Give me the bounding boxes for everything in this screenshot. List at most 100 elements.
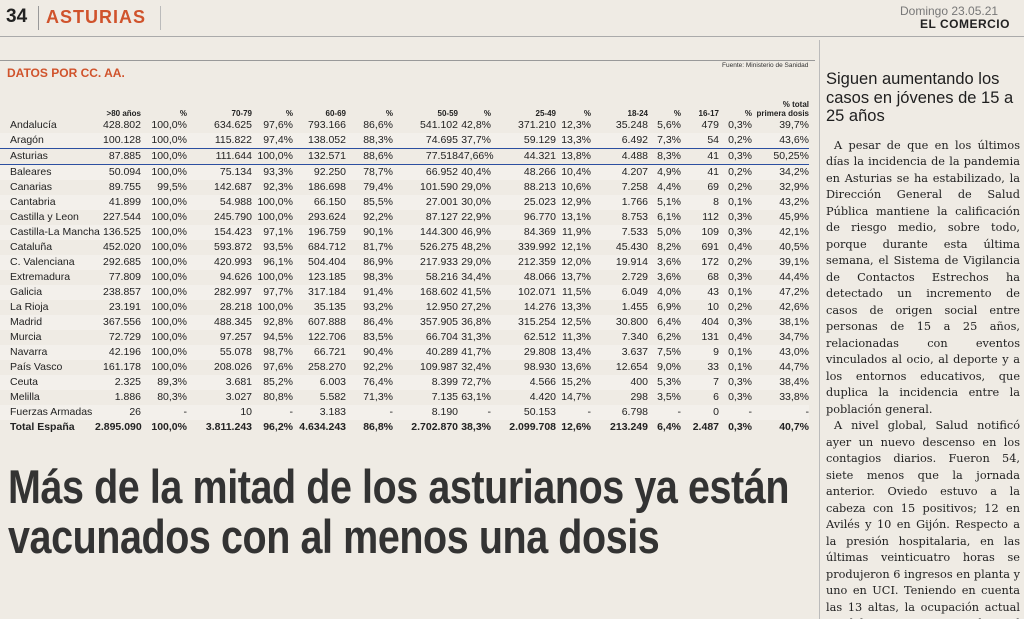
cell: 607.888 [293, 315, 346, 330]
section-name: ASTURIAS [46, 7, 147, 27]
cell: 94,5% [263, 331, 293, 343]
cell: 97,7% [252, 285, 293, 300]
cell: 90,1% [346, 225, 393, 240]
region-name: Andalucía [10, 119, 57, 131]
cell: 40,4% [458, 164, 491, 180]
cell: 72.729 [108, 331, 141, 343]
cell: 94.626 [219, 271, 252, 283]
cell: 238.857 [95, 285, 141, 300]
table-row: Galicia 238.857 100,0% 282.997 97,7% 317.184 9… [0, 285, 809, 300]
cell: 7.533 [591, 225, 648, 240]
cell: 100,0% [141, 225, 187, 240]
cell: 0,3% [719, 225, 752, 240]
cell: 62.512 [523, 331, 556, 343]
cell: 12,1% [561, 241, 591, 253]
cell: 101.590 [420, 181, 458, 193]
cell: 6,4% [657, 421, 681, 433]
cell: 47,66% [458, 148, 494, 165]
cell: 90,4% [346, 345, 393, 360]
cell: 98.930 [523, 361, 556, 373]
cell: - [346, 405, 393, 420]
cell: 41 [681, 164, 719, 180]
cell: 69 [707, 181, 719, 193]
cell: 30,0% [458, 195, 491, 210]
cell: 99,5% [157, 181, 187, 193]
column-header [0, 96, 95, 118]
column-header: 70-79 [231, 109, 252, 118]
table-row: Melilla 1.886 80,3% 3.027 80,8% 5.582 71,3% 7.1… [0, 390, 809, 405]
cell: 40,7% [779, 421, 809, 433]
cell: 227.544 [103, 211, 141, 223]
cell: 96.770 [523, 211, 556, 223]
cell: 66.721 [293, 345, 346, 360]
cell: 6 [713, 391, 719, 403]
cell: 428.802 [103, 119, 141, 131]
cell: 1.886 [114, 391, 141, 403]
cell: 22,9% [461, 211, 491, 223]
cell: 86,6% [363, 119, 393, 131]
cell: 35.248 [615, 119, 648, 131]
table-source: Fuente: Ministerio de Sanidad [722, 62, 809, 69]
cell: 0,4% [728, 331, 752, 343]
cell: 85,2% [252, 375, 293, 390]
cell: 41.899 [95, 195, 141, 210]
cell: 77.518 [393, 148, 458, 165]
cell: 11,5% [556, 285, 591, 300]
rule [0, 36, 1024, 37]
cell: 138.052 [293, 133, 346, 149]
cell: 13,8% [556, 148, 591, 165]
cell: 41 [681, 148, 719, 165]
cell: 40,5% [779, 241, 809, 253]
vaccination-table: >80 años% 70-79% 60-69% 50-59% 25-49% 18-24% 1… [0, 96, 809, 435]
table-row: Murcia 72.729 100,0% 97.257 94,5% 122.706 83,5… [0, 330, 809, 345]
cell: 4.207 [591, 164, 648, 180]
column-header: 50-59 [437, 109, 458, 118]
cell: 13,3% [561, 301, 591, 313]
cell: 3.811.243 [205, 421, 252, 433]
cell: 123.185 [308, 271, 346, 283]
date: Domingo 23.05.21 [900, 4, 999, 18]
paragraph: A pesar de que en los últimos días la in… [826, 138, 1020, 416]
cell: 298 [630, 391, 648, 403]
cell: 479 [701, 119, 719, 131]
cell: 111.644 [187, 148, 252, 165]
cell: - [556, 405, 591, 420]
cell: 100,0% [141, 255, 187, 270]
cell: 10 [187, 405, 252, 420]
region-name: Galicia [0, 285, 95, 300]
cell: 14.276 [523, 301, 556, 313]
cell: 404 [681, 315, 719, 330]
cell: 80,3% [157, 391, 187, 403]
cell: - [719, 405, 752, 420]
cell: - [252, 405, 293, 420]
cell: - [648, 405, 681, 420]
cell: 258.270 [308, 361, 346, 373]
cell: 48.266 [491, 164, 556, 180]
cell: 7.258 [621, 181, 648, 193]
cell: 3.183 [293, 405, 346, 420]
cell: 98,3% [363, 271, 393, 283]
cell: 86,4% [346, 315, 393, 330]
cell: 96,2% [263, 421, 293, 433]
cell: 42,6% [779, 301, 809, 313]
cell: 45,9% [779, 211, 809, 223]
column-rule [819, 40, 820, 619]
cell: 34,7% [779, 331, 809, 343]
table-row: Andalucía 428.802 100,0% 634.625 97,6% 793.16… [0, 118, 809, 133]
column-header: % total primera dosis [756, 100, 809, 118]
cell: 0,3% [728, 271, 752, 283]
header-row: >80 años% 70-79% 60-69% 50-59% 25-49% 18-24% 1… [0, 96, 809, 118]
cell: 1.455 [621, 301, 648, 313]
cell: 0,3% [728, 211, 752, 223]
cell: 142.687 [214, 181, 252, 193]
cell: 4.566 [491, 375, 556, 390]
cell: 68 [707, 271, 719, 283]
cell: 54 [681, 133, 719, 149]
cell: 8,3% [648, 148, 681, 165]
cell: 43,0% [752, 345, 809, 360]
cell: 41,5% [458, 285, 491, 300]
cell: 7,3% [648, 133, 681, 149]
column-header: % [385, 109, 393, 118]
cell: 93,3% [252, 164, 293, 180]
cell: 44,4% [779, 271, 809, 283]
